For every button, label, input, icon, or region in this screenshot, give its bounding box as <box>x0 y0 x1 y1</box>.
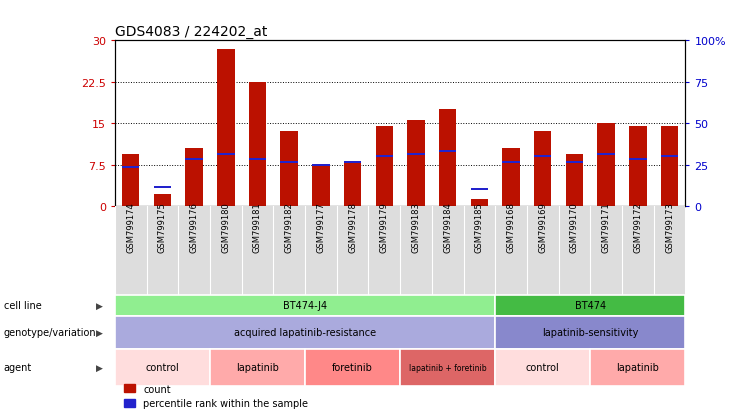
Bar <box>661 156 678 158</box>
Bar <box>471 189 488 191</box>
Text: genotype/variation: genotype/variation <box>4 328 96 337</box>
Bar <box>344 162 362 206</box>
Legend: count, percentile rank within the sample: count, percentile rank within the sample <box>120 380 312 412</box>
Bar <box>566 161 583 164</box>
Bar <box>281 132 298 206</box>
Bar <box>566 154 583 206</box>
Bar <box>122 154 139 206</box>
Bar <box>122 167 139 169</box>
Text: BT474: BT474 <box>575 301 606 311</box>
Bar <box>534 156 551 158</box>
Bar <box>502 149 519 206</box>
Bar <box>597 153 615 155</box>
Bar <box>153 186 171 188</box>
Bar <box>217 153 234 155</box>
Text: BT474-J4: BT474-J4 <box>283 301 327 311</box>
Bar <box>661 127 678 206</box>
Text: control: control <box>145 363 179 373</box>
Bar <box>312 164 330 166</box>
Bar <box>408 153 425 155</box>
Text: lapatinib: lapatinib <box>617 363 659 373</box>
Bar <box>249 83 266 206</box>
Text: ▶: ▶ <box>96 363 103 372</box>
Bar <box>597 124 615 206</box>
Bar <box>153 195 171 206</box>
Bar <box>217 50 234 206</box>
Bar <box>439 110 456 206</box>
Bar <box>534 132 551 206</box>
Bar <box>408 121 425 206</box>
Bar <box>439 150 456 152</box>
Bar <box>185 149 203 206</box>
Bar <box>471 200 488 206</box>
Bar <box>249 159 266 161</box>
Bar <box>312 165 330 206</box>
Text: GDS4083 / 224202_at: GDS4083 / 224202_at <box>115 25 268 39</box>
Bar <box>502 161 519 164</box>
Text: ▶: ▶ <box>96 328 103 337</box>
Text: agent: agent <box>4 363 32 373</box>
Text: lapatinib: lapatinib <box>236 363 279 373</box>
Bar <box>629 159 647 161</box>
Bar <box>376 156 393 158</box>
Text: foretinib: foretinib <box>332 363 373 373</box>
Text: lapatinib-sensitivity: lapatinib-sensitivity <box>542 328 639 337</box>
Bar <box>344 161 362 164</box>
Bar <box>376 127 393 206</box>
Text: acquired lapatinib-resistance: acquired lapatinib-resistance <box>234 328 376 337</box>
Text: ▶: ▶ <box>96 301 103 310</box>
Text: lapatinib + foretinib: lapatinib + foretinib <box>409 363 487 372</box>
Text: control: control <box>526 363 559 373</box>
Bar <box>629 127 647 206</box>
Text: cell line: cell line <box>4 301 41 311</box>
Bar <box>281 161 298 164</box>
Bar <box>185 159 203 161</box>
